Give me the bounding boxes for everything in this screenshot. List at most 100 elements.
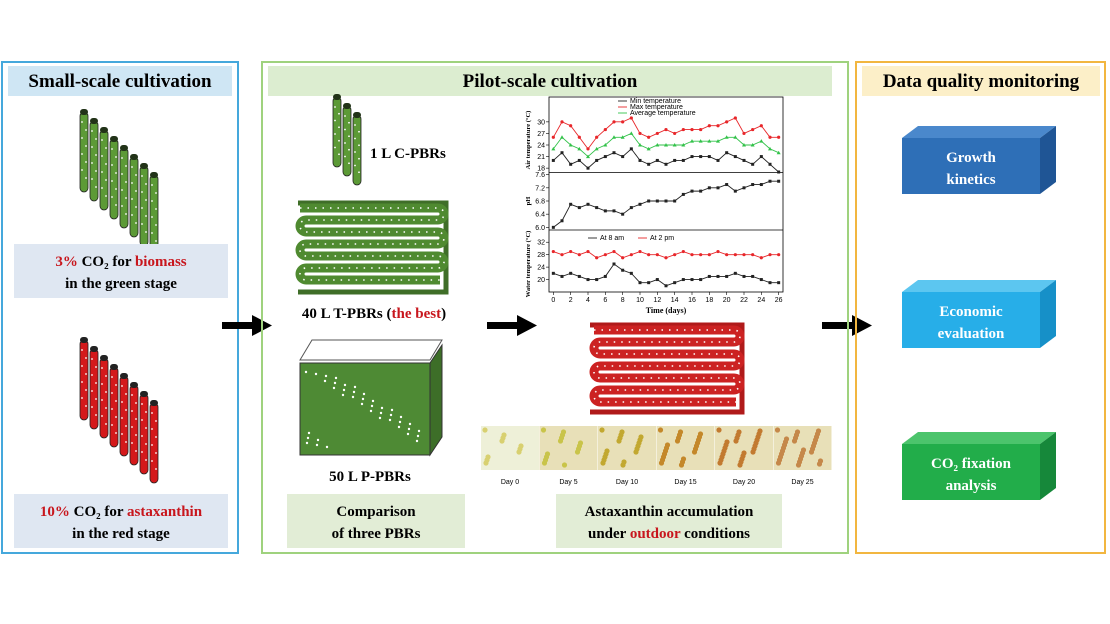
tube-cap <box>80 109 88 115</box>
marker <box>629 271 633 275</box>
marker <box>655 158 659 162</box>
photo-strip: Day 0 Day 5 Day 10 Day 15 Day 20 Day 25 <box>481 426 832 486</box>
tube <box>129 156 139 238</box>
marker <box>577 206 581 210</box>
bubble <box>415 439 419 443</box>
marker <box>568 143 573 147</box>
x-tick-label: 10 <box>636 297 644 304</box>
bubble <box>135 434 137 436</box>
bubble <box>81 381 83 383</box>
text: under <box>588 526 630 542</box>
marker <box>673 199 677 203</box>
y-tick-label: 18 <box>537 166 545 173</box>
bubble <box>115 384 117 386</box>
tube <box>119 147 129 229</box>
y-tick-label: 6.4 <box>535 212 545 219</box>
bubble <box>344 128 346 131</box>
bubble <box>91 406 93 408</box>
header-right <box>862 66 1100 96</box>
astaxanthin-label: Astaxanthin accumulation <box>585 504 754 520</box>
label-box <box>287 494 465 548</box>
marker <box>716 274 720 278</box>
marker <box>621 268 625 272</box>
marker <box>673 281 677 285</box>
bubble <box>125 197 127 199</box>
cell <box>599 427 605 433</box>
bubble <box>314 372 318 376</box>
bubble <box>304 370 308 374</box>
marker <box>672 143 677 147</box>
bubble <box>125 441 127 443</box>
box-label: evaluation <box>938 326 1005 342</box>
bubble <box>141 191 143 193</box>
tube-cap <box>333 94 341 100</box>
marker <box>707 139 712 143</box>
bubble <box>145 427 147 429</box>
marker <box>612 209 616 213</box>
bubble <box>121 433 123 435</box>
bubble <box>105 195 107 197</box>
bubble <box>398 420 402 424</box>
bubble <box>338 126 340 129</box>
day-label: Day 0 <box>501 479 519 486</box>
tube-cap <box>90 346 98 352</box>
marker <box>621 212 625 216</box>
cell <box>800 447 807 453</box>
bubble <box>115 400 117 402</box>
marker <box>759 124 763 128</box>
bubble <box>131 394 133 396</box>
marker <box>742 158 746 162</box>
marker <box>595 256 599 260</box>
cell <box>724 439 730 445</box>
box-side <box>1040 432 1056 500</box>
bubble <box>111 392 113 394</box>
bubble <box>115 156 117 158</box>
marker <box>699 278 703 282</box>
bubble <box>121 189 123 191</box>
marker <box>716 249 720 254</box>
marker <box>707 124 711 128</box>
y-tick-label: 7.6 <box>535 172 545 179</box>
bubble <box>324 374 328 378</box>
bubble <box>369 409 373 413</box>
cell <box>501 432 507 438</box>
marker <box>742 143 746 147</box>
text: ) <box>441 306 446 322</box>
text: astaxanthin <box>127 504 203 520</box>
bubble <box>115 204 117 206</box>
bubble <box>334 376 338 380</box>
cell <box>677 429 684 435</box>
marker <box>716 158 720 162</box>
text: CO₂ for <box>70 504 127 520</box>
bubble <box>151 412 153 414</box>
bubble <box>151 232 153 234</box>
cell <box>815 428 822 434</box>
bubble <box>105 147 107 149</box>
marker <box>699 253 703 257</box>
tube <box>89 348 99 430</box>
tube <box>139 393 149 475</box>
bubble <box>358 171 360 174</box>
series-line <box>553 263 779 287</box>
bubble <box>95 398 97 400</box>
bubble <box>125 165 127 167</box>
label-box <box>556 494 782 548</box>
panel-middle <box>261 61 849 554</box>
bubble <box>155 452 157 454</box>
bubble <box>325 445 329 449</box>
tube-cap <box>110 136 118 142</box>
bubble <box>95 366 97 368</box>
marker <box>690 278 694 282</box>
bubble <box>101 155 103 157</box>
y-axis-label: Air temperature (°C) <box>525 111 532 170</box>
bubble <box>81 169 83 171</box>
marker <box>664 256 668 260</box>
marker <box>768 179 772 183</box>
bubble <box>85 177 87 179</box>
bubble <box>105 163 107 165</box>
bubble <box>121 205 123 207</box>
tube-cap <box>90 118 98 124</box>
cell <box>540 427 547 433</box>
photo <box>481 426 539 470</box>
